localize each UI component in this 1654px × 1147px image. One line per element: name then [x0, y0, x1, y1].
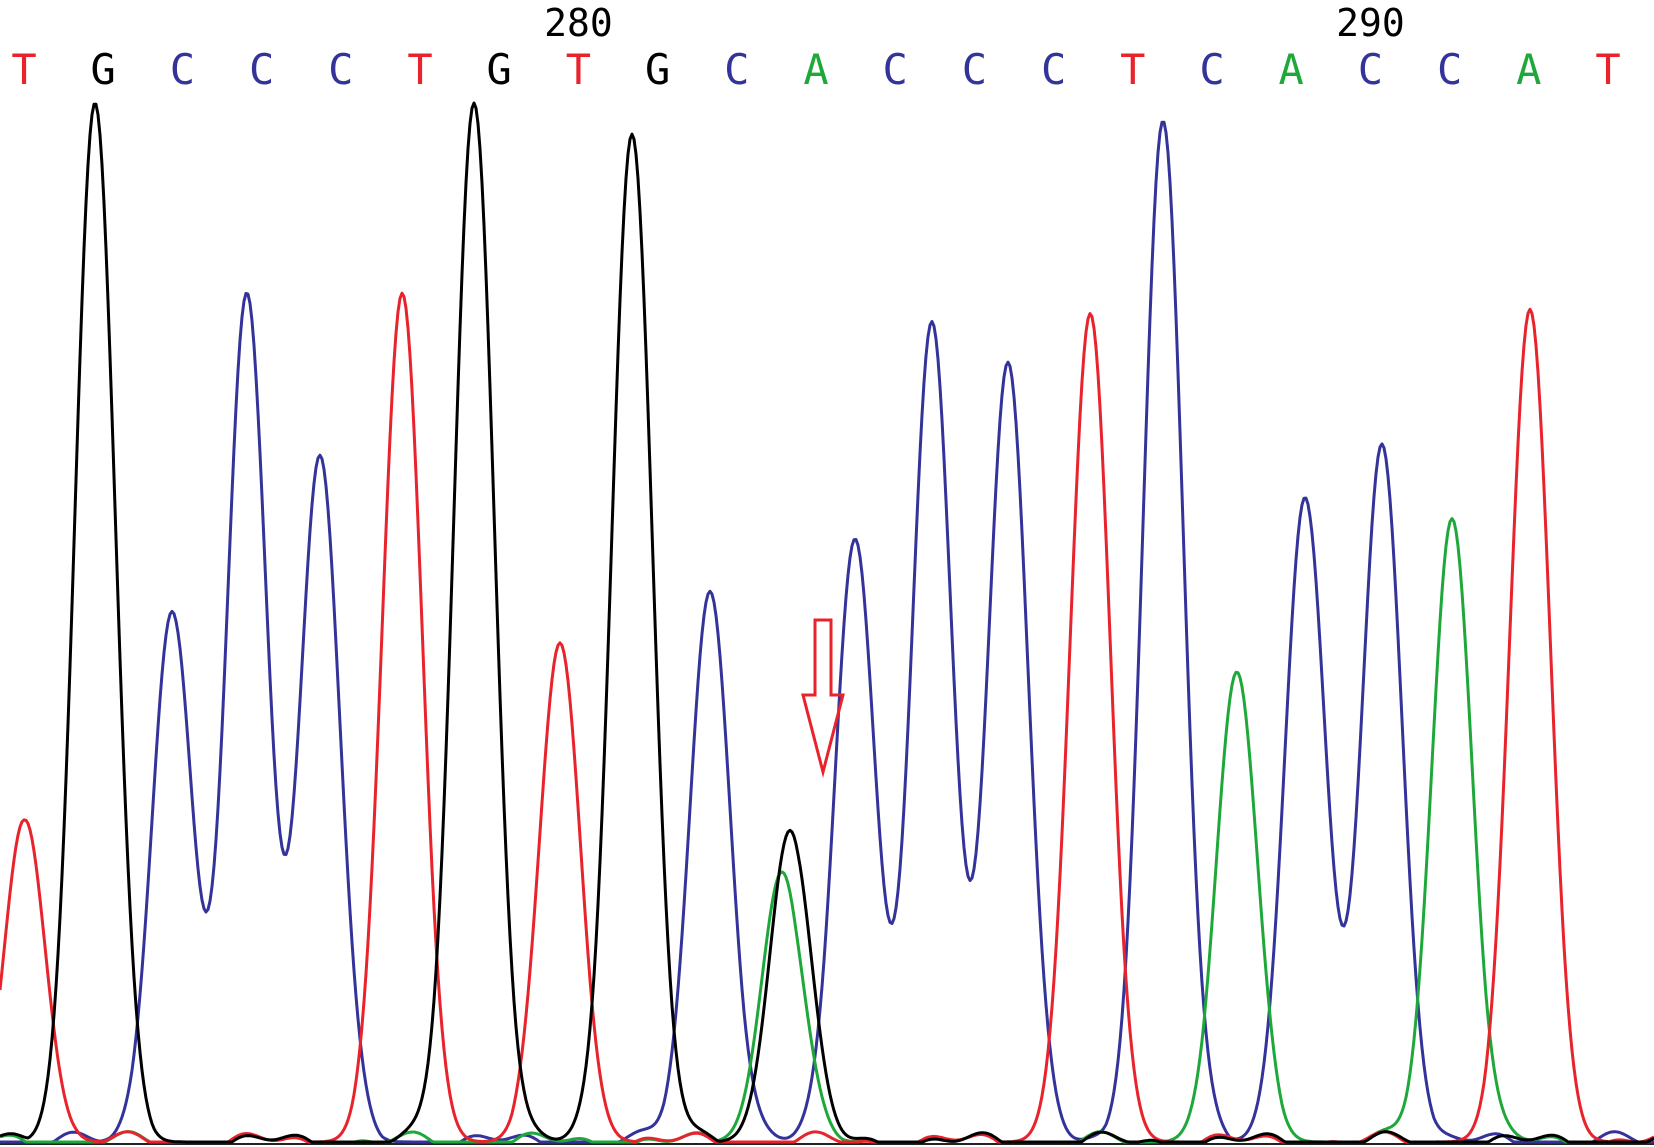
- base-call-c: C: [249, 45, 274, 94]
- base-call-t: T: [11, 45, 36, 94]
- position-labels: 280 290: [544, 1, 1405, 45]
- base-call-t: T: [407, 45, 432, 94]
- base-call-c: C: [328, 45, 353, 94]
- base-call-c: C: [170, 45, 195, 94]
- trace-c: [0, 120, 1654, 1144]
- base-call-g: G: [487, 45, 512, 94]
- base-call-g: G: [91, 45, 116, 94]
- base-call-a: A: [1279, 45, 1304, 94]
- base-call-a: A: [1516, 45, 1541, 94]
- base-call-c: C: [1041, 45, 1066, 94]
- base-call-t: T: [1120, 45, 1145, 94]
- base-call-c: C: [1437, 45, 1462, 94]
- base-call-c: C: [1358, 45, 1383, 94]
- position-label: 290: [1336, 1, 1405, 45]
- annotation-layer: [801, 618, 845, 778]
- base-call-t: T: [1595, 45, 1620, 94]
- base-call-a: A: [803, 45, 828, 94]
- base-call-g: G: [645, 45, 670, 94]
- base-call-c: C: [1199, 45, 1224, 94]
- trace-layer: [0, 101, 1654, 1144]
- base-call-t: T: [566, 45, 591, 94]
- trace-t: [0, 291, 1654, 1144]
- base-call-c: C: [962, 45, 987, 94]
- trace-g: [0, 101, 1654, 1144]
- base-call-c: C: [724, 45, 749, 94]
- base-call-c: C: [883, 45, 908, 94]
- position-label: 280: [544, 1, 613, 45]
- annotation-arrow-down: [801, 618, 845, 778]
